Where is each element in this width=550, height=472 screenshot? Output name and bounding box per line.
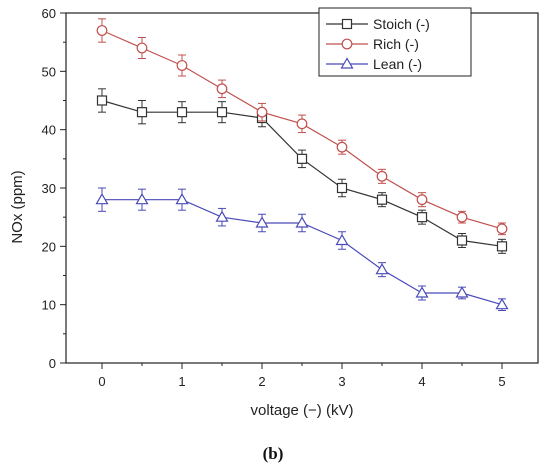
y-tick-label: 0 [49, 356, 56, 371]
legend-item-stoich: Stoich (-) [326, 16, 430, 32]
legend-marker [341, 18, 353, 30]
data-point [495, 297, 509, 310]
data-point [216, 107, 228, 118]
legend-label: Stoich (-) [373, 16, 430, 32]
data-point [256, 106, 268, 118]
data-point [295, 216, 309, 228]
data-point [336, 182, 348, 194]
y-tick-label: 40 [42, 123, 56, 138]
x-tick-label: 0 [98, 374, 105, 389]
x-axis-title: voltage (−) (kV) [251, 402, 354, 419]
y-tick-label: 50 [42, 64, 56, 79]
data-point [175, 192, 189, 205]
series-rich [96, 18, 508, 236]
data-point [215, 210, 229, 222]
legend-label: Rich (-) [373, 36, 419, 52]
data-point [176, 60, 188, 71]
legend-marker [341, 38, 353, 50]
legend-item-rich: Rich (-) [326, 36, 419, 52]
x-tick-label: 5 [498, 374, 505, 389]
data-point [376, 194, 388, 205]
x-tick-label: 4 [418, 374, 425, 389]
data-point [455, 286, 469, 298]
series-lean [95, 187, 509, 311]
data-point [135, 192, 149, 205]
x-tick-label: 2 [258, 374, 265, 389]
data-point [96, 25, 108, 36]
legend-marker [340, 57, 354, 69]
x-tick-label: 3 [338, 374, 345, 389]
data-point [375, 262, 389, 275]
data-point [415, 286, 429, 298]
y-tick-label: 20 [42, 239, 56, 254]
x-tick-label: 1 [178, 374, 185, 389]
data-point [416, 194, 428, 206]
data-point [216, 83, 228, 95]
data-point [96, 95, 108, 106]
figure-caption: (b) [263, 444, 284, 463]
legend-label: Lean (-) [373, 56, 422, 72]
data-point [376, 170, 388, 182]
data-point [496, 241, 508, 252]
data-point [496, 223, 508, 235]
y-tick-label: 10 [42, 298, 56, 313]
data-point [95, 192, 109, 205]
data-point [136, 42, 148, 54]
data-point [456, 211, 468, 223]
y-axis-title: NOx (ppm) [9, 170, 26, 243]
data-point [255, 216, 269, 228]
data-point [335, 233, 349, 246]
data-point [336, 141, 348, 153]
data-point [416, 212, 428, 223]
legend-item-lean: Lean (-) [326, 56, 422, 72]
data-point [296, 153, 308, 164]
data-point [296, 118, 308, 130]
legend-items: Stoich (-) Rich (-) Lean (-) [326, 16, 430, 72]
series-layer [95, 18, 509, 311]
y-tick-label: 30 [42, 181, 56, 196]
y-tick-label: 60 [42, 6, 56, 21]
legend: Stoich (-) Rich (-) Lean (-) [318, 7, 472, 77]
data-point [176, 107, 188, 118]
data-point [136, 107, 148, 118]
data-point [456, 235, 468, 246]
